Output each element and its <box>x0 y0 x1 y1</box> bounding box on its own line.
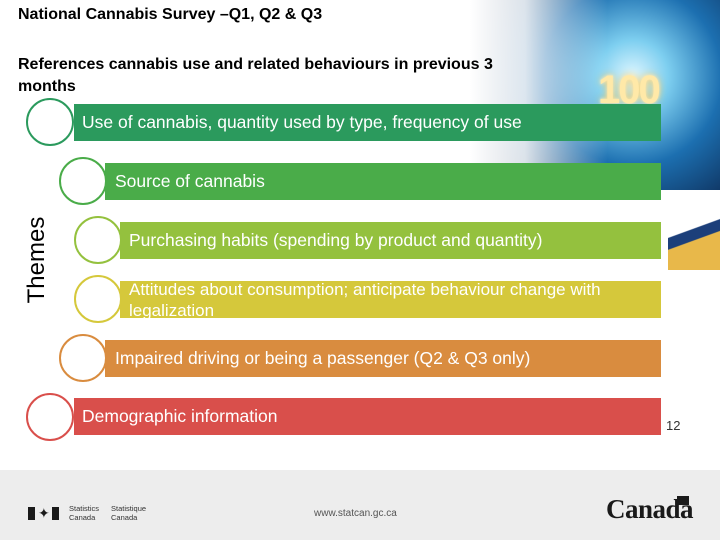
theme-label: Purchasing habits (spending by product a… <box>129 230 543 250</box>
theme-bar-attitudes: Attitudes about consumption; anticipate … <box>120 279 661 320</box>
themes-vertical-label: Themes <box>23 208 50 312</box>
theme-label: Attitudes about consumption; anticipate … <box>129 279 601 320</box>
theme-bar-demographics: Demographic information <box>74 398 661 435</box>
footer: ✦ Statistics Canada Statistique Canada w… <box>0 470 720 540</box>
theme-label: Source of cannabis <box>115 171 265 191</box>
theme-label: Use of cannabis, quantity used by type, … <box>82 112 522 132</box>
theme-bar-source: Source of cannabis <box>105 163 661 200</box>
slide-subtitle: References cannabis use and related beha… <box>18 56 493 95</box>
theme-bullet-circle <box>59 157 107 205</box>
theme-bullet-circle <box>59 334 107 382</box>
agency-name: Statistics Canada Statistique Canada <box>69 504 158 522</box>
slide-title: National Cannabis Survey –Q1, Q2 & Q3 <box>18 6 323 23</box>
agency-name-en: Statistics Canada <box>69 504 100 522</box>
theme-bar-impaired-driving: Impaired driving or being a passenger (Q… <box>105 340 661 377</box>
theme-bullet-circle <box>74 216 122 264</box>
header-decorative-image: 100 <box>470 0 720 190</box>
wordmark-flag-icon <box>677 496 689 505</box>
page-number: 12 <box>666 418 681 433</box>
theme-label: Impaired driving or being a passenger (Q… <box>115 348 531 368</box>
theme-label: Demographic information <box>82 406 278 426</box>
agency-name-fr: Statistique Canada <box>111 504 147 522</box>
theme-bullet-circle <box>26 98 74 146</box>
theme-bar-purchasing: Purchasing habits (spending by product a… <box>120 222 661 259</box>
website-url[interactable]: www.statcan.gc.ca <box>314 508 397 519</box>
flag-icon: ✦ <box>28 505 59 521</box>
theme-bullet-circle <box>74 275 122 323</box>
themes-label-text: Themes <box>23 216 50 304</box>
theme-bar-cannabis-use: Use of cannabis, quantity used by type, … <box>74 104 661 141</box>
theme-bullet-circle <box>26 393 74 441</box>
side-decorative-strip <box>668 190 720 270</box>
corner-fade <box>470 0 720 190</box>
statcan-logo: ✦ Statistics Canada Statistique Canada <box>28 504 158 522</box>
